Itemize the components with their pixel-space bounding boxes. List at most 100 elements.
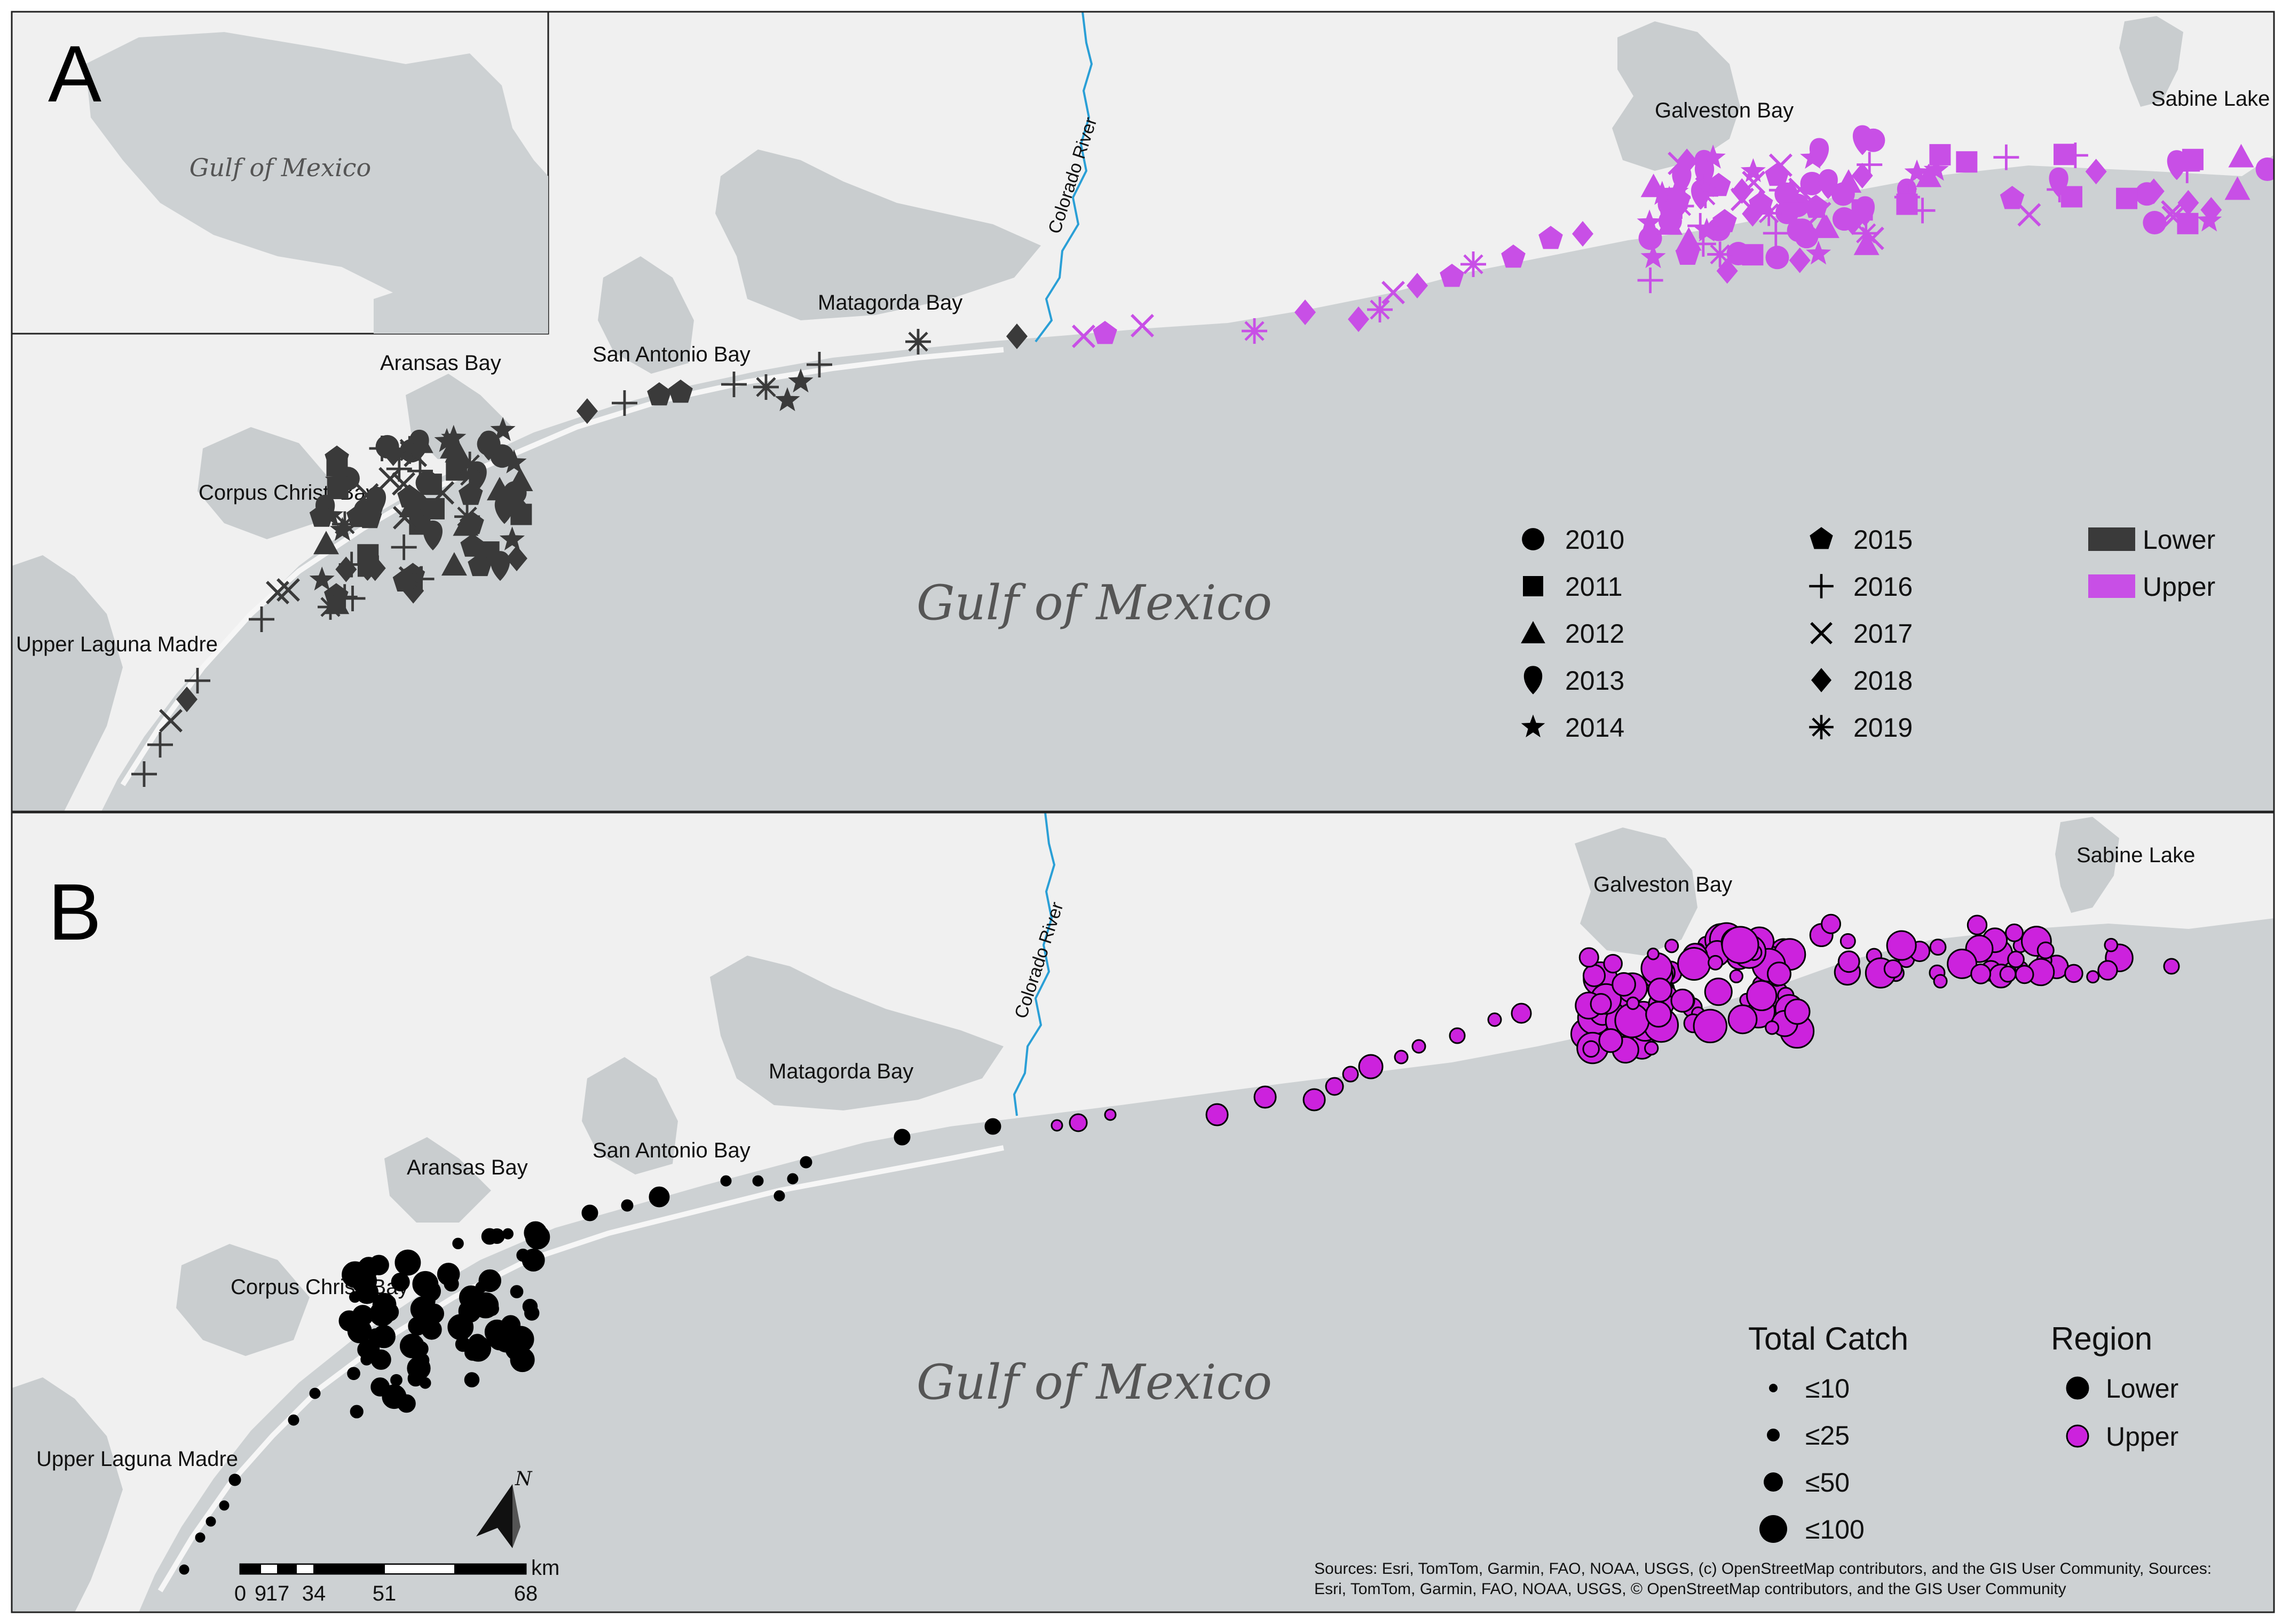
point-upper	[1909, 198, 1936, 224]
circle-lower	[649, 1186, 670, 1208]
legend-year-label: 2016	[1853, 572, 1913, 602]
circle-lower	[894, 1129, 911, 1146]
point-upper	[1851, 162, 1873, 188]
point-lower	[339, 585, 366, 611]
circle-lower	[358, 1257, 380, 1279]
circle-lower	[621, 1199, 634, 1212]
circle-lower	[206, 1516, 216, 1527]
point-upper	[1853, 231, 1880, 255]
circle-upper	[1626, 996, 1640, 1010]
point-upper	[1765, 246, 1789, 270]
circle-upper	[1727, 1004, 1758, 1035]
point-upper	[1658, 209, 1682, 233]
circle-lower	[288, 1414, 299, 1426]
point-lower	[185, 668, 210, 693]
point-lower	[612, 390, 637, 416]
point-upper	[1929, 144, 1951, 165]
legend-catch-circle	[1759, 1515, 1787, 1543]
point-lower	[510, 503, 532, 525]
point-upper	[1676, 227, 1702, 251]
point-upper	[1852, 125, 1873, 155]
point-lower	[313, 531, 339, 555]
point-lower	[366, 486, 386, 517]
point-upper	[1748, 191, 1773, 215]
circle-lower	[478, 1269, 502, 1292]
corpus-christi-bay-a	[198, 427, 331, 539]
point-upper	[1726, 242, 1750, 266]
legend-catch-title: Total Catch	[1748, 1321, 1908, 1357]
circle-lower	[800, 1156, 812, 1169]
circle-upper	[1664, 939, 1679, 953]
colorado-river-a	[1035, 12, 1093, 343]
land-a	[12, 12, 2274, 811]
point-lower	[454, 503, 480, 530]
legend-symbol-pin-icon	[1523, 666, 1543, 695]
point-upper	[1640, 174, 1667, 198]
legend-catch-circle	[1767, 1429, 1780, 1441]
colorado-river-b	[1013, 813, 1056, 1116]
point-upper	[1131, 314, 1154, 337]
point-upper	[1348, 306, 1369, 332]
circle-upper	[1970, 963, 1992, 984]
circle-lower	[390, 1374, 402, 1386]
circle-upper	[2036, 941, 2055, 959]
circle-upper	[1302, 1088, 1326, 1111]
galveston-bay-a	[1612, 21, 1740, 171]
circle-upper	[1729, 969, 1743, 983]
point-upper	[1700, 144, 1726, 169]
point-upper	[1638, 226, 1662, 250]
circle-upper	[1746, 980, 1778, 1012]
circle-lower	[720, 1175, 732, 1187]
point-upper	[1692, 182, 1718, 208]
legend-symbol-triangle-icon	[1521, 621, 1545, 643]
gulf-label-b: Gulf of Mexico	[917, 1354, 1272, 1410]
circle-upper	[1325, 1077, 1344, 1096]
legend-catch-circle	[1764, 1472, 1783, 1492]
point-lower	[131, 761, 157, 787]
circle-lower	[412, 1341, 429, 1357]
label-aransas-bay-a: Aransas Bay	[380, 351, 501, 375]
circle-upper	[1598, 1028, 1623, 1053]
circle-upper	[1394, 1050, 1409, 1065]
point-lower	[577, 398, 598, 424]
point-lower	[499, 526, 525, 550]
circle-upper	[1839, 933, 1856, 949]
point-lower	[459, 482, 483, 505]
circle-upper	[1644, 1040, 1659, 1055]
circle-lower	[179, 1564, 189, 1575]
point-lower	[501, 449, 527, 474]
point-upper	[2000, 186, 2025, 209]
circle-upper	[1929, 939, 1947, 956]
circle-upper	[1104, 1108, 1117, 1121]
label-upper-laguna-madre-b: Upper Laguna Madre	[36, 1447, 238, 1471]
point-upper	[1740, 158, 1766, 183]
label-sabine-lake-b: Sabine Lake	[2076, 843, 2195, 867]
panel-letter-b: B	[48, 867, 101, 957]
panel-a: Galveston Bay Sabine Lake Matagorda Bay …	[11, 11, 2275, 813]
circle-upper	[2007, 950, 2025, 968]
point-upper	[1800, 171, 1824, 195]
legend-symbol-x-icon	[1810, 622, 1833, 644]
point-upper	[2116, 187, 2138, 209]
point-upper	[1707, 217, 1731, 241]
circle-upper	[1511, 1003, 1532, 1024]
circle-upper	[1708, 955, 1724, 971]
sources-line-1: Sources: Esri, TomTom, Garmin, FAO, NOAA…	[1314, 1560, 2212, 1578]
circle-lower	[752, 1175, 764, 1187]
point-lower	[434, 428, 460, 452]
circle-lower	[407, 1370, 424, 1387]
san-antonio-bay-a	[598, 256, 694, 374]
label-matagorda-bay-b: Matagorda Bay	[769, 1060, 913, 1083]
circle-lower	[787, 1173, 799, 1185]
point-upper	[1857, 152, 1883, 178]
circle-upper	[1411, 1039, 1426, 1054]
point-lower	[392, 568, 417, 592]
circle-lower	[350, 1405, 364, 1418]
inset-gulf-label: Gulf of Mexico	[189, 153, 372, 182]
circle-upper	[1821, 913, 1842, 934]
circle-lower	[394, 1249, 421, 1276]
legend-year-label: 2015	[1853, 525, 1913, 555]
point-upper	[1440, 264, 1464, 287]
circle-upper	[1645, 1001, 1672, 1028]
scale-tick-label: 68	[514, 1582, 538, 1605]
